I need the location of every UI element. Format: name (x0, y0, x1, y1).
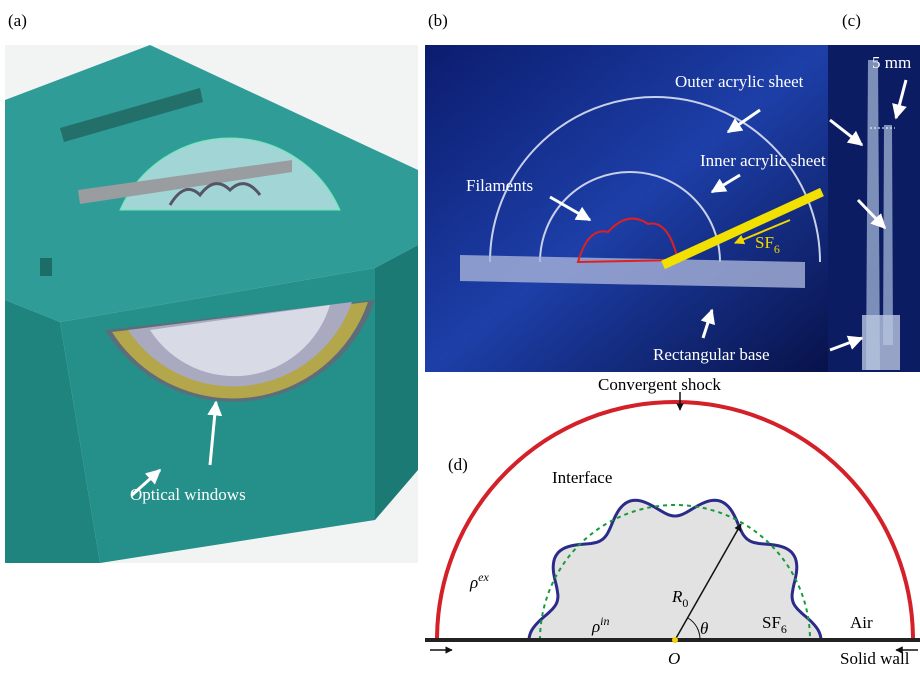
panel-c: 5 mm (828, 45, 920, 372)
annotation: SF6 (755, 233, 780, 256)
interface-curve (527, 498, 823, 642)
annotation: Rectangular base (653, 345, 770, 364)
annotation: 5 mm (872, 53, 911, 72)
symbol: θ (700, 619, 708, 638)
annotation: Filaments (466, 176, 533, 195)
annotation: Solid wall (840, 649, 910, 668)
annotation: Convergent shock (598, 375, 721, 394)
annotation: Optical windows (130, 485, 246, 504)
panel-label: (b) (428, 11, 448, 30)
annotation: SF6 (762, 613, 787, 636)
panel-label: (c) (842, 11, 861, 30)
annotation: Air (850, 613, 873, 632)
annotation: Interface (552, 468, 612, 487)
symbol: ρin (591, 614, 610, 636)
symbol: R0 (671, 587, 688, 610)
annotation: Outer acrylic sheet (675, 72, 804, 91)
panel-a: Optical windows (5, 45, 418, 563)
panel-d: Convergent shock (d) Interface ρex ρin R… (425, 375, 920, 668)
symbol: O (668, 649, 680, 668)
panel-label: (a) (8, 11, 27, 30)
symbol: ρex (469, 570, 489, 592)
annotation: Inner acrylic sheet (700, 151, 826, 170)
panel-label: (d) (448, 455, 468, 474)
panel-b: Outer acrylic sheet Inner acrylic sheet … (425, 45, 828, 372)
